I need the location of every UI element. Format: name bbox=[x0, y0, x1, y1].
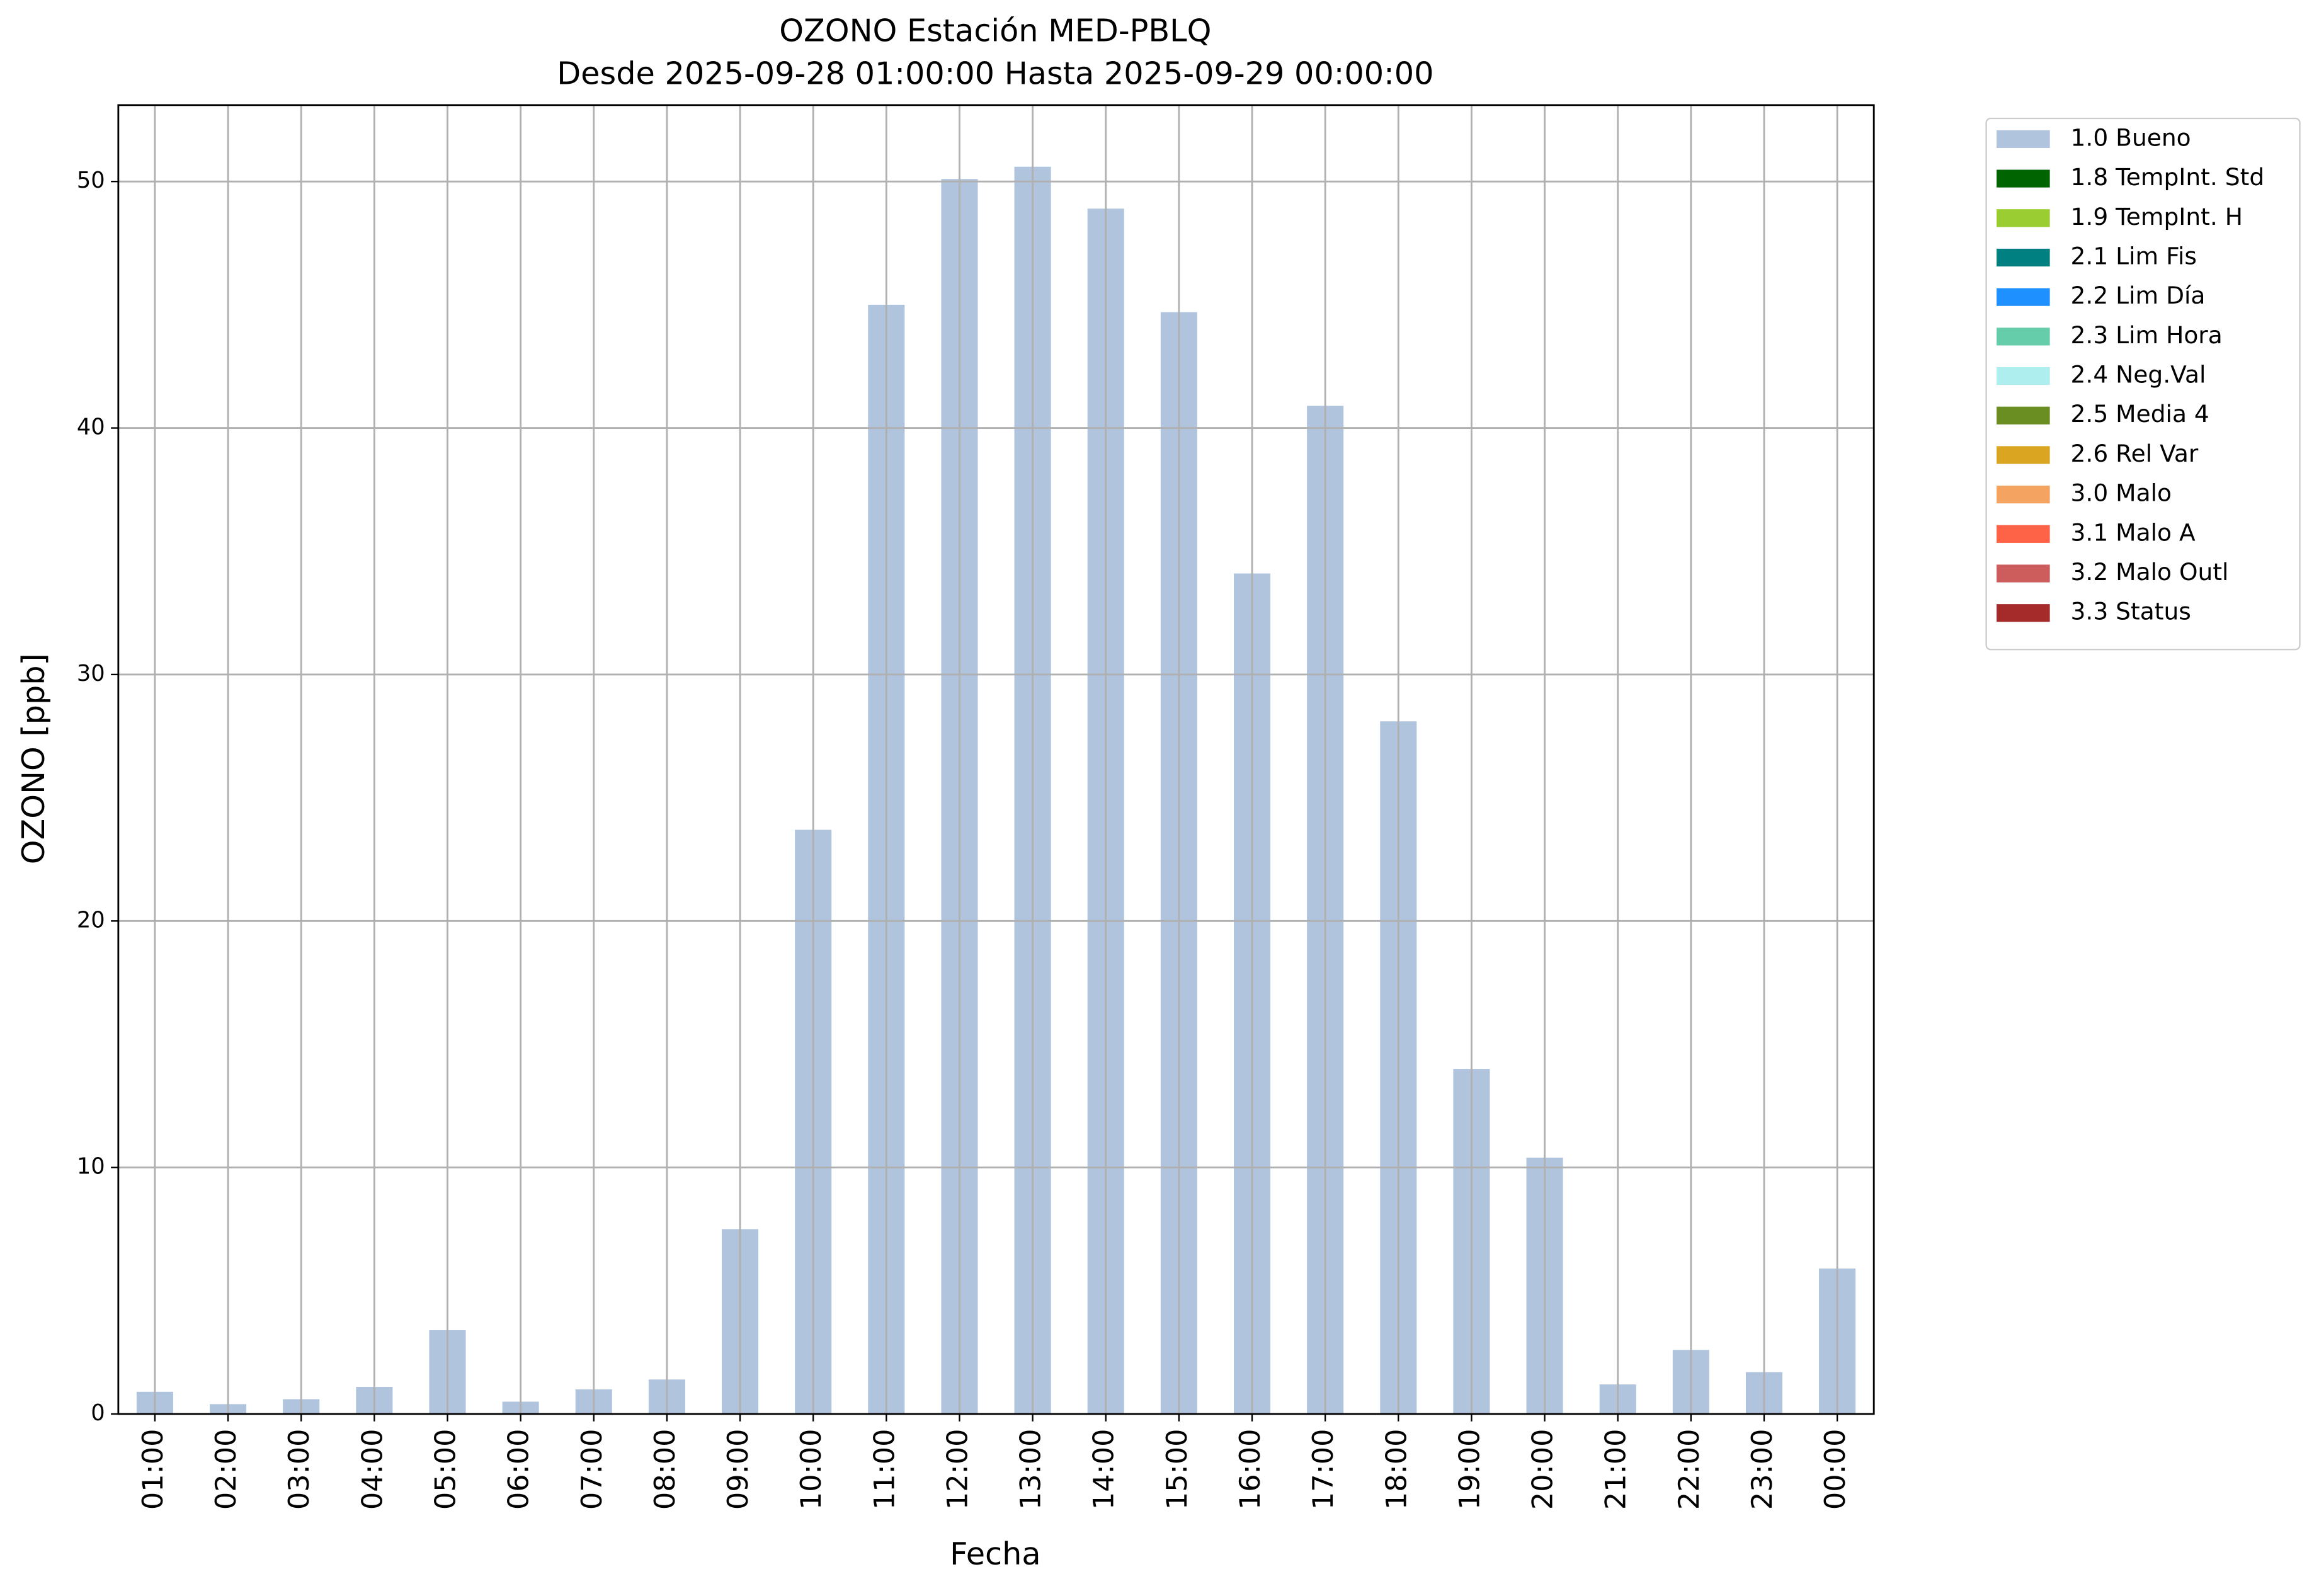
legend-label: 1.0 Bueno bbox=[2071, 123, 2191, 151]
y-tick-label: 10 bbox=[77, 1154, 105, 1180]
legend-label: 2.1 Lim Fis bbox=[2071, 242, 2197, 270]
y-axis-label: OZONO [ppb] bbox=[15, 653, 52, 864]
y-tick-label: 50 bbox=[77, 168, 105, 193]
legend-label: 3.1 Malo A bbox=[2071, 518, 2196, 546]
legend-swatch bbox=[1997, 130, 2050, 148]
y-tick-label: 30 bbox=[77, 661, 105, 687]
y-tick-label: 40 bbox=[77, 414, 105, 440]
x-tick-label: 09:00 bbox=[722, 1429, 755, 1510]
x-tick-label: 07:00 bbox=[576, 1429, 608, 1510]
legend-swatch bbox=[1997, 367, 2050, 385]
legend-swatch bbox=[1997, 446, 2050, 464]
x-tick-label: 00:00 bbox=[1819, 1429, 1852, 1510]
x-tick-label: 18:00 bbox=[1380, 1429, 1413, 1510]
legend-swatch bbox=[1997, 486, 2050, 504]
x-tick-label: 04:00 bbox=[356, 1429, 389, 1510]
legend-label: 3.3 Status bbox=[2071, 598, 2191, 625]
chart-subtitle: Desde 2025-09-28 01:00:00 Hasta 2025-09-… bbox=[557, 55, 1433, 91]
x-tick-label: 01:00 bbox=[137, 1429, 169, 1510]
x-tick-label: 21:00 bbox=[1600, 1429, 1632, 1510]
x-tick-label: 10:00 bbox=[795, 1429, 828, 1510]
legend-box bbox=[1985, 117, 2301, 651]
legend-swatch bbox=[1997, 248, 2050, 267]
x-tick-label: 20:00 bbox=[1527, 1429, 1559, 1510]
legend-label: 3.2 Malo Outl bbox=[2071, 558, 2229, 586]
legend-label: 3.0 Malo bbox=[2071, 479, 2172, 507]
y-tick-label: 0 bbox=[91, 1400, 105, 1426]
x-tick-label: 14:00 bbox=[1088, 1429, 1120, 1510]
legend-label: 2.2 Lim Día bbox=[2071, 282, 2206, 309]
x-tick-label: 11:00 bbox=[868, 1429, 901, 1510]
y-tick-label: 20 bbox=[77, 907, 105, 933]
plot-frame bbox=[117, 104, 1875, 1415]
x-tick-label: 23:00 bbox=[1746, 1429, 1779, 1510]
legend-swatch bbox=[1997, 525, 2050, 543]
legend-label: 2.5 Media 4 bbox=[2071, 400, 2209, 428]
x-tick-label: 02:00 bbox=[210, 1429, 242, 1510]
legend-label: 2.3 Lim Hora bbox=[2071, 321, 2223, 349]
x-tick-label: 13:00 bbox=[1015, 1429, 1047, 1510]
legend-label: 1.9 TempInt. H bbox=[2071, 203, 2243, 231]
legend-label: 2.6 Rel Var bbox=[2071, 440, 2199, 467]
legend-swatch bbox=[1997, 564, 2050, 583]
legend-swatch bbox=[1997, 288, 2050, 306]
legend-label: 1.8 TempInt. Std bbox=[2071, 163, 2265, 191]
legend-swatch bbox=[1997, 328, 2050, 346]
legend-swatch bbox=[1997, 169, 2050, 188]
legend-label: 2.4 Neg.Val bbox=[2071, 361, 2206, 389]
x-tick-label: 05:00 bbox=[429, 1429, 462, 1510]
chart-title: OZONO Estación MED-PBLQ bbox=[779, 12, 1211, 48]
x-tick-label: 22:00 bbox=[1673, 1429, 1706, 1510]
x-axis-label: Fecha bbox=[950, 1536, 1041, 1572]
x-tick-label: 06:00 bbox=[503, 1429, 535, 1510]
legend-swatch bbox=[1997, 604, 2050, 622]
x-tick-label: 03:00 bbox=[283, 1429, 316, 1510]
x-tick-label: 12:00 bbox=[941, 1429, 974, 1510]
x-tick-label: 16:00 bbox=[1234, 1429, 1267, 1510]
x-tick-label: 19:00 bbox=[1453, 1429, 1486, 1510]
x-tick-label: 08:00 bbox=[649, 1429, 681, 1510]
x-tick-label: 15:00 bbox=[1161, 1429, 1194, 1510]
legend-swatch bbox=[1997, 406, 2050, 425]
legend-swatch bbox=[1997, 209, 2050, 227]
x-tick-label: 17:00 bbox=[1307, 1429, 1340, 1510]
